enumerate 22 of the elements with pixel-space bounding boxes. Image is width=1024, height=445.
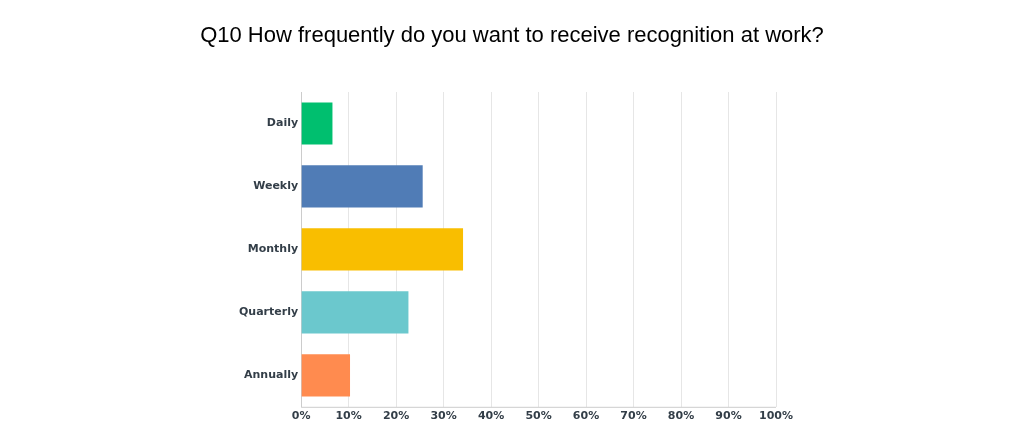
x-tick-label: 40% <box>477 409 505 423</box>
y-tick-label: Monthly <box>247 242 299 256</box>
x-tick-label: 20% <box>382 409 410 423</box>
y-tick-label: Daily <box>266 116 299 130</box>
x-tick-label: 10% <box>335 409 362 423</box>
bar <box>301 228 464 271</box>
bar <box>301 165 423 208</box>
x-tick-label: 100% <box>759 409 793 423</box>
bar <box>301 354 351 397</box>
x-tick-label: 70% <box>620 409 647 423</box>
bar <box>301 291 409 334</box>
y-tick-label: Quarterly <box>238 305 299 319</box>
x-tick-label: 50% <box>525 409 552 423</box>
bar <box>301 102 333 145</box>
x-tick-label: 0% <box>291 409 311 423</box>
chart-title: Q10 How frequently do you want to receive recognition at work? <box>199 22 825 48</box>
x-tick-label: 60% <box>572 409 600 423</box>
x-tick-label: 30% <box>430 409 457 423</box>
y-tick-label: Annually <box>243 368 299 382</box>
x-tick-label: 90% <box>715 409 742 423</box>
y-tick-label: Weekly <box>253 179 299 193</box>
x-tick-label: 80% <box>667 409 695 423</box>
